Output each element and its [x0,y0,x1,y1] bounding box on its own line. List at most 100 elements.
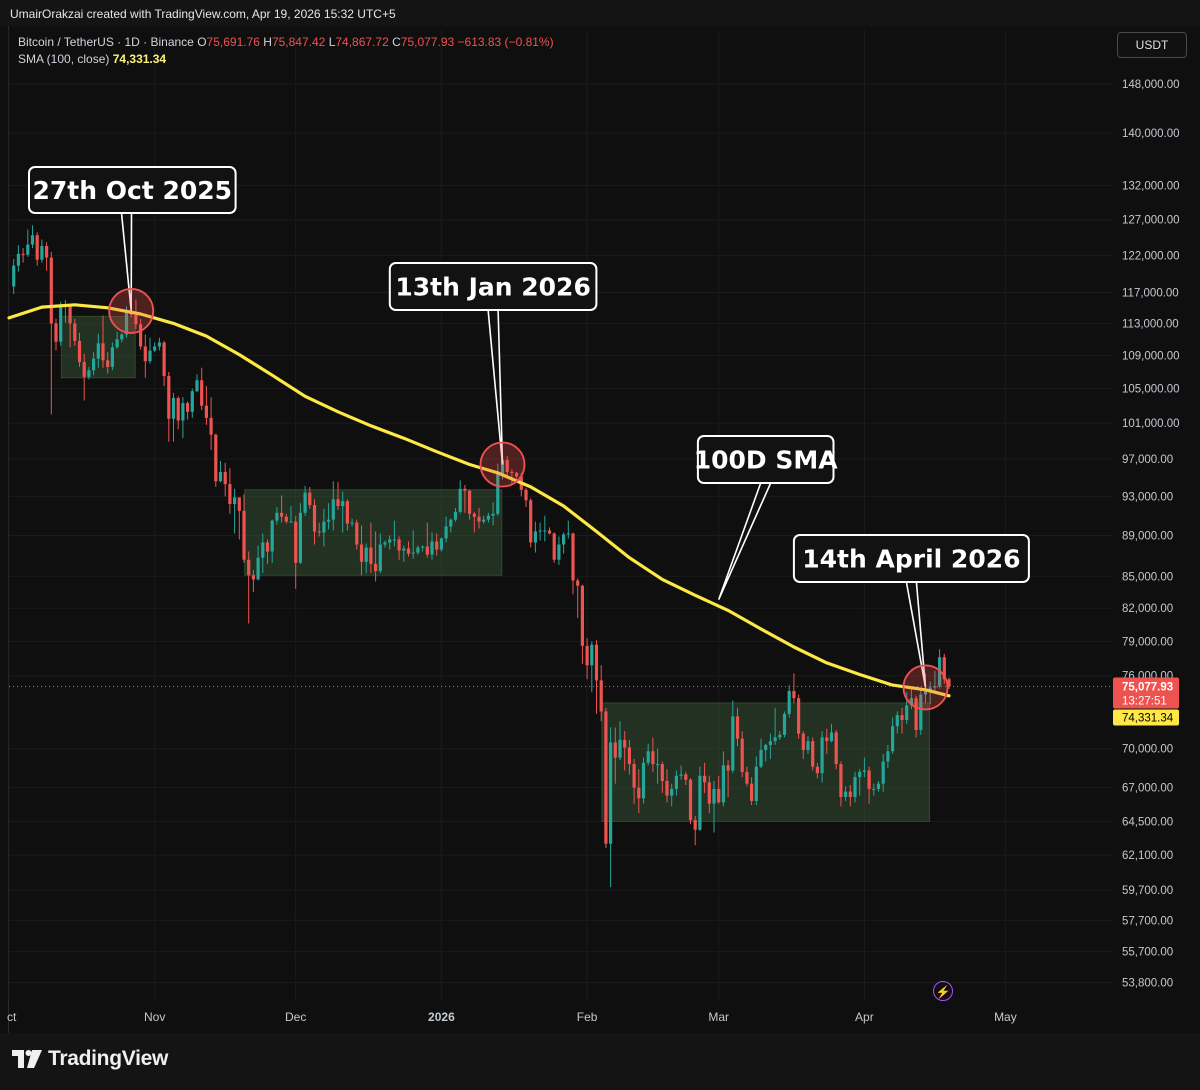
candle [16,245,20,272]
price-tick-label: 109,000.00 [1122,350,1180,362]
candle [712,781,716,833]
candle [327,503,331,530]
price-tick-label: 101,000.00 [1122,418,1180,430]
candle [148,337,152,364]
price-chart[interactable]: 27th Oct 2025 13th Jan 2026 100D SMA 14th A… [0,0,1200,1033]
candle [143,334,147,378]
currency-button[interactable]: USDT [1117,32,1187,58]
candle-body [505,459,509,472]
candle-body [792,691,796,699]
candle-body [247,559,251,576]
candle-body [839,764,843,797]
candle-body [562,534,566,545]
price-tick-label: 79,000.00 [1122,636,1173,648]
candle-body [872,788,876,790]
candle-body [876,783,881,789]
open-value: 75,691.76 [206,35,260,49]
callout-label: 100D SMA [694,446,839,475]
candle-body [726,765,730,771]
time-tick-label: May [994,1010,1017,1024]
candle [806,736,810,754]
candle-body [124,311,129,335]
candle [552,532,556,563]
candle [444,516,448,543]
candle-body [106,360,110,367]
candle-body [303,492,307,513]
candle [181,397,185,439]
candle-body [782,713,787,735]
candle [942,653,946,684]
candle [782,711,787,738]
candle [641,757,646,804]
candle [566,520,570,539]
candle [416,545,420,555]
price-tick-label: 117,000.00 [1122,288,1179,300]
candle [764,743,768,762]
tradingview-logo[interactable]: TradingView [12,1047,168,1071]
candle [759,738,763,768]
candle-body [552,533,556,560]
highlight-circle [108,288,155,334]
price-tick-label: 140,000.00 [1122,128,1180,140]
candle-body [392,539,396,541]
candle [289,506,293,523]
price-tick-label: 127,000.00 [1122,215,1180,227]
candle-body [270,520,274,552]
candle [787,685,791,718]
candle-body [327,519,331,522]
candle-body [214,434,218,482]
candle-body [186,403,190,412]
candle-body [482,519,486,522]
candle-body [176,397,180,421]
high-label: H [263,35,272,49]
symbol-title[interactable]: Bitcoin / TetherUS · 1D · Binance [18,35,194,49]
candle [392,520,396,547]
candle [576,578,580,619]
candle [599,665,603,722]
time-tick-label: Mar [708,1010,729,1024]
candle [35,232,39,266]
lightning-icon[interactable]: ⚡ [933,981,953,1001]
candle [717,775,721,804]
sma-price-tag: 74,331.34 [1113,709,1179,726]
candle-body [693,820,697,830]
low-label: L [328,35,336,49]
candle [275,506,279,525]
candle [660,761,664,793]
candle-body [928,687,932,690]
candle [21,248,25,263]
candle-body [317,531,321,533]
time-tick-label: 2026 [428,1010,455,1024]
open-label: O [197,35,207,49]
price-tick-label: 62,100.00 [1122,850,1173,862]
candle [298,503,302,564]
candle-body [670,788,674,796]
candle-body [312,505,317,532]
candle-body [679,774,683,776]
ohlc-legend[interactable]: Bitcoin / TetherUS · 1D · Binance O75,69… [18,35,554,49]
sma-label[interactable]: SMA (100, close) [18,52,110,66]
candle [101,315,105,368]
price-axis-bg [1112,27,1200,1000]
candle [251,570,255,593]
candle [120,332,124,343]
candle-body [834,732,838,765]
candle [811,737,815,771]
candle-body [646,751,650,763]
candle-body [829,732,834,742]
candle [242,494,246,563]
candle-body [280,512,284,517]
candle-body [825,737,829,742]
candle-body [265,542,270,552]
candle-body [402,548,406,551]
annotation-callout: 100D SMA [694,435,839,600]
candle-body [599,680,603,712]
candle-body [435,541,439,550]
candle-body [468,490,472,514]
candle [637,769,641,814]
candles [12,225,951,888]
sma-legend[interactable]: SMA (100, close) 74,331.34 [18,52,166,66]
candle [345,499,349,531]
candle [195,374,199,393]
candle-body [590,644,594,666]
